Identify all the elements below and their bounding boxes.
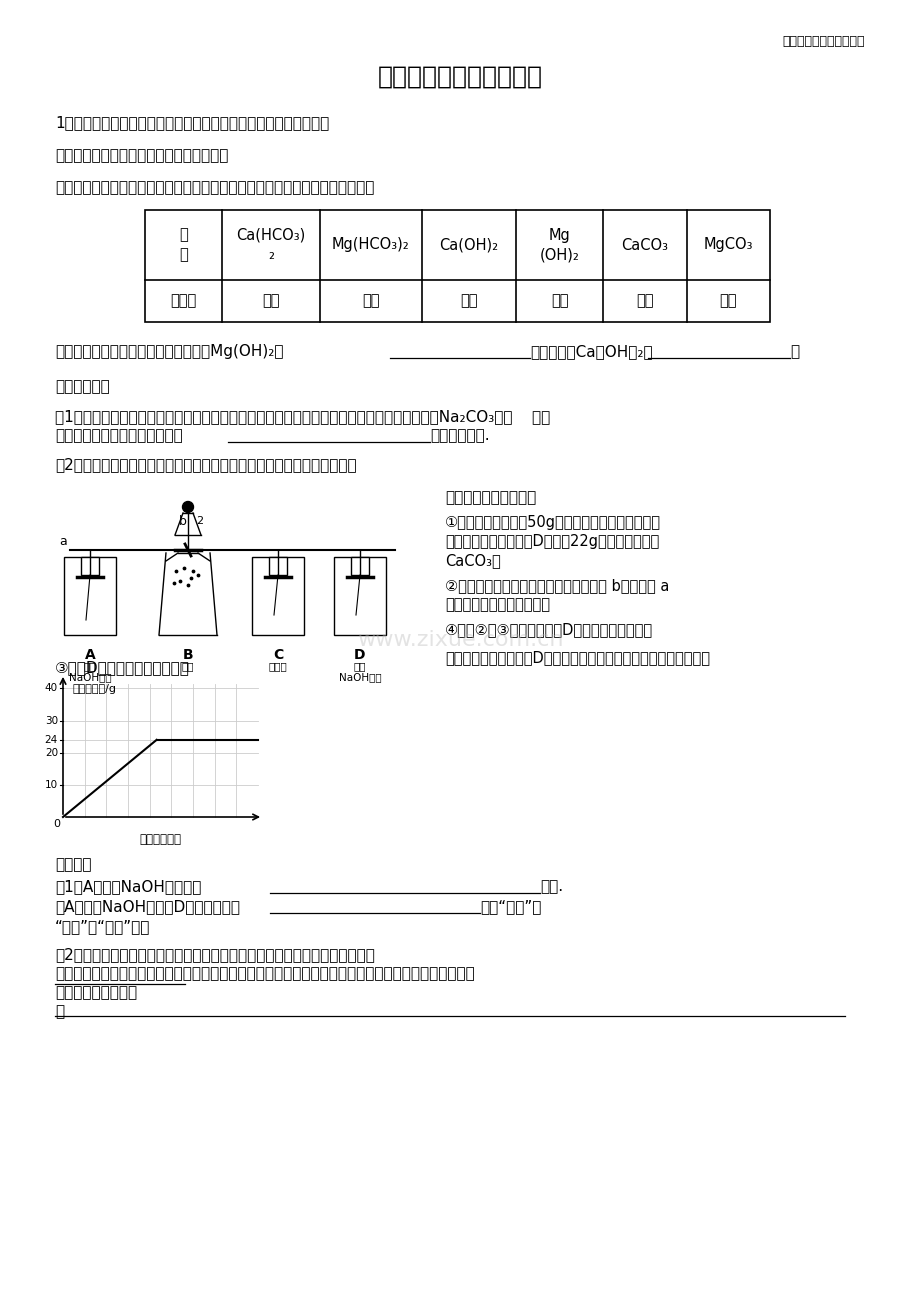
Text: CaCO₃。: CaCO₃。 (445, 553, 500, 568)
Text: ②待锥形瓶中不再产生气泡时，打开活塞 b，从导管 a: ②待锥形瓶中不再产生气泡时，打开活塞 b，从导管 a (445, 578, 669, 592)
Text: 增加的质量/g: 增加的质量/g (73, 684, 117, 694)
Text: www.zixue.com.cn: www.zixue.com.cn (357, 630, 562, 650)
Bar (81, 557, 99, 575)
Bar (252, 557, 303, 635)
Text: Mg
(OH)₂: Mg (OH)₂ (539, 228, 579, 263)
Text: ③称量D瓶内物质增加的质量；: ③称量D瓶内物质增加的质量； (55, 660, 189, 674)
Text: 1、请你参与某学习小组研究性学习的过程，并协助完成相关任务。: 1、请你参与某学习小组研究性学习的过程，并协助完成相关任务。 (55, 115, 329, 130)
Text: ④重复②和③的操作，直至D瓶内物质质量不变。: ④重复②和③的操作，直至D瓶内物质质量不变。 (445, 622, 652, 637)
Circle shape (182, 501, 193, 513)
Text: Mg(HCO₃)₂: Mg(HCO₃)₂ (332, 237, 409, 253)
Text: 饱和
NaOH溶液: 饱和 NaOH溶液 (69, 661, 111, 682)
Text: 初中化学实验探究题集锦: 初中化学实验探究题集锦 (377, 65, 542, 89)
Text: 滴加入足量稀盐酸。若D瓶增重22g，则水垃全部是: 滴加入足量稀盐酸。若D瓶增重22g，则水垃全部是 (445, 534, 659, 549)
Text: 。: 。 (55, 1004, 64, 1019)
Text: 【评价】: 【评价】 (55, 857, 91, 872)
Text: 测量滴加稀盐酸体积与D瓶内物质增加质量的关系如右图曲线所示：: 测量滴加稀盐酸体积与D瓶内物质增加质量的关系如右图曲线所示： (445, 650, 709, 665)
Text: 。: 。 (789, 344, 799, 359)
Bar (268, 557, 287, 575)
Text: 可溦: 可溦 (362, 293, 380, 309)
Text: ，可能含有Ca（OH）₂和: ，可能含有Ca（OH）₂和 (529, 344, 652, 359)
Text: 其主要实验步骤如下：: 其主要实验步骤如下： (445, 490, 536, 505)
Text: 10: 10 (45, 780, 58, 790)
Text: （1）A瓶中的NaOH溶液起到: （1）A瓶中的NaOH溶液起到 (55, 879, 201, 894)
Text: 初中化学实验探究题集锦: 初中化学实验探究题集锦 (782, 35, 864, 48)
Text: 【研究课题】探究水壶内部水垃的主要成分: 【研究课题】探究水壶内部水垃的主要成分 (55, 148, 228, 163)
Text: （2）乙同学设计了下列实验装置，进一步确定水垃中含有碳酸盐的成分。: （2）乙同学设计了下列实验装置，进一步确定水垃中含有碳酸盐的成分。 (55, 457, 357, 473)
Text: 水垃: 水垃 (182, 661, 194, 671)
Text: 【提出猜想】水垃的主要成分一定含有Mg(OH)₂和: 【提出猜想】水垃的主要成分一定含有Mg(OH)₂和 (55, 344, 283, 359)
Text: 稀盐酸的体积: 稀盐酸的体积 (140, 833, 181, 846)
Text: ①按图组装仪器，将50g水垃试样放入锥形瓶中，逐: ①按图组装仪器，将50g水垃试样放入锥形瓶中，逐 (445, 516, 660, 530)
Text: 可溦: 可溦 (262, 293, 279, 309)
Text: Ca(HCO₃)
₂: Ca(HCO₃) ₂ (236, 228, 305, 263)
Text: 20: 20 (45, 747, 58, 758)
Text: 【查阅资料】通过查阅资料知道，天然水和水垃所含的物质及其溶解性如下表：: 【查阅资料】通过查阅资料知道，天然水和水垃所含的物质及其溶解性如下表： (55, 180, 374, 195)
Text: 0: 0 (53, 819, 60, 829)
Text: （填化学式）.: （填化学式）. (429, 428, 489, 443)
Text: 不溦: 不溦 (550, 293, 568, 309)
Text: 微溦: 微溦 (719, 293, 736, 309)
Bar (334, 557, 386, 635)
Text: B: B (183, 648, 193, 661)
Bar (64, 557, 116, 635)
Text: 2: 2 (196, 516, 203, 526)
Text: Ca(OH)₂: Ca(OH)₂ (438, 237, 498, 253)
Text: 液硫酸: 液硫酸 (268, 661, 287, 671)
Text: 饱和
NaOH溶液: 饱和 NaOH溶液 (338, 661, 380, 682)
Text: 24: 24 (45, 734, 58, 745)
Text: b: b (179, 516, 187, 529)
Bar (351, 557, 369, 575)
Text: “不变”或“减小”）。: “不变”或“减小”）。 (55, 919, 150, 934)
Text: C: C (273, 648, 283, 661)
Text: 处缓缓鼓入一定量的空气；: 处缓缓鼓入一定量的空气； (445, 598, 550, 612)
Text: A: A (85, 648, 96, 661)
Text: 化合价相同、两种盐的质量相同，则相对分子质量小者放出的气体多。分析曲线图可知：水垃中一定含有: 化合价相同、两种盐的质量相同，则相对分子质量小者放出的气体多。分析曲线图可知：水… (55, 966, 474, 980)
Text: MgCO₃: MgCO₃ (703, 237, 753, 253)
Text: 果没有白色沉淠，说明水垃中无: 果没有白色沉淠，说明水垃中无 (55, 428, 183, 443)
Text: 溶解性: 溶解性 (170, 293, 197, 309)
Text: CaCO₃: CaCO₃ (621, 237, 668, 253)
Bar (145, 210, 769, 322)
Text: （化学式），理由是: （化学式），理由是 (55, 986, 137, 1000)
Text: a: a (59, 535, 67, 548)
Text: 不溦: 不溦 (636, 293, 653, 309)
Text: 30: 30 (45, 716, 58, 725)
Text: 微溦: 微溦 (460, 293, 477, 309)
Text: （2）一般情况下，两种不同金属形成的碳酸盐与足量盐酸反应时，若两金属的: （2）一般情况下，两种不同金属形成的碳酸盐与足量盐酸反应时，若两金属的 (55, 947, 374, 962)
Text: 物
质: 物 质 (179, 228, 187, 263)
Text: D: D (354, 648, 366, 661)
Text: 作用.: 作用. (539, 879, 562, 894)
Text: （填“增大”、: （填“增大”、 (480, 898, 540, 914)
Text: 40: 40 (45, 684, 58, 694)
Text: 【设计方案】: 【设计方案】 (55, 379, 109, 395)
Text: 若A瓶中无NaOH溶液，D瓶中的质量将: 若A瓶中无NaOH溶液，D瓶中的质量将 (55, 898, 240, 914)
Text: （1）甲同学在烧杯中放入少量研碘的水垃，加入适量蒸馏水充分搅拌，静置。取上层清液滴入Na₂CO₃溶液    ，如: （1）甲同学在烧杯中放入少量研碘的水垃，加入适量蒸馏水充分搅拌，静置。取上层清液… (55, 409, 550, 424)
